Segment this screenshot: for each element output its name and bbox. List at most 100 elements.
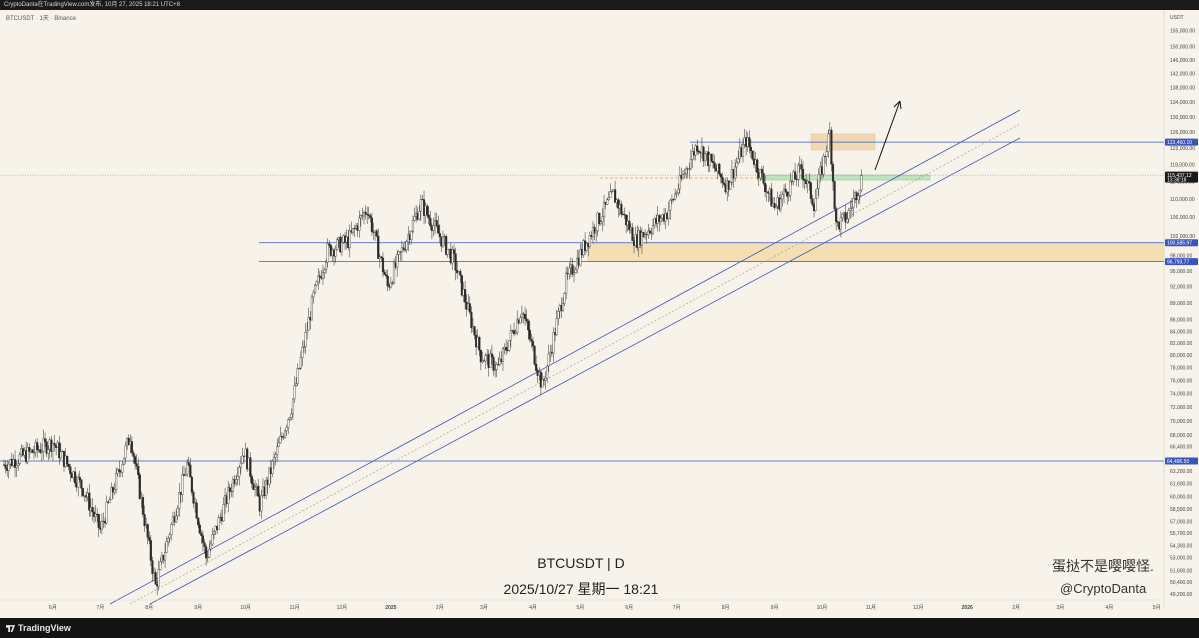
candle-up	[579, 249, 582, 266]
candle-down	[844, 212, 847, 223]
candle-up	[547, 353, 550, 367]
candle-down	[748, 137, 751, 148]
candle-up	[572, 272, 576, 275]
candle-up	[94, 513, 97, 517]
candle-down	[525, 318, 528, 322]
candle-down	[648, 230, 651, 233]
candle-down	[764, 183, 767, 192]
candle-down	[429, 218, 432, 227]
candle-up	[495, 364, 498, 370]
candle-up	[688, 168, 691, 170]
candle-down	[383, 271, 386, 275]
candle-down	[375, 230, 378, 237]
candle-down	[250, 476, 253, 484]
candle-up	[704, 153, 707, 162]
candle-up	[405, 241, 408, 251]
candle-up	[498, 358, 501, 366]
candle-down	[770, 188, 773, 207]
candle-up	[212, 530, 216, 535]
candle-down	[148, 537, 151, 541]
candle-up	[307, 317, 310, 331]
candle-down	[756, 159, 759, 173]
candle-up	[340, 242, 343, 253]
candle-down	[385, 274, 388, 277]
candle-up	[392, 262, 396, 284]
bottom-bar: TradingView	[0, 618, 1199, 638]
candle-up	[208, 548, 211, 558]
candle-down	[201, 535, 205, 543]
candle-down	[203, 542, 206, 547]
time-tick-label: 5月	[576, 605, 584, 611]
candle-down	[143, 514, 146, 527]
candle-up	[312, 292, 315, 298]
candle-up	[239, 462, 242, 468]
candle-down	[381, 257, 385, 273]
candle-up	[610, 191, 614, 193]
candle-down	[4, 464, 7, 469]
candle-up	[411, 220, 415, 232]
candle-down	[138, 474, 141, 499]
candle-up	[644, 234, 647, 238]
price-tick-label: 60,000.00	[1170, 494, 1192, 500]
signature-line-2: @CryptoDanta	[1060, 581, 1147, 596]
candle-down	[631, 227, 634, 241]
candle-down	[836, 221, 839, 223]
price-chart[interactable]: USDT 155,000.00 150,000.00 146,000.00 142,00…	[0, 10, 1199, 618]
candle-up	[546, 365, 549, 379]
candle-up	[276, 446, 279, 455]
channel-lower	[149, 137, 1021, 605]
price-axis: USDT 155,000.00 150,000.00 146,000.00 142,00…	[1163, 10, 1199, 608]
candle-up	[304, 332, 307, 348]
time-tick-label: 4月	[529, 605, 537, 611]
candle-up	[849, 208, 852, 211]
candle-up	[326, 243, 329, 263]
candle-down	[809, 182, 812, 199]
candle-down	[528, 329, 531, 340]
candle-up	[419, 199, 422, 212]
candle-down	[808, 180, 811, 183]
candle-up	[606, 199, 609, 205]
candle-up	[552, 332, 555, 354]
candle-up	[852, 198, 855, 208]
candle-up	[659, 218, 662, 223]
candle-up	[290, 413, 293, 418]
candle-down	[535, 363, 538, 371]
candle-down	[391, 282, 394, 284]
candle-up	[113, 489, 116, 493]
candle-down	[811, 198, 814, 205]
candle-down	[830, 129, 833, 165]
candle-down	[490, 353, 493, 358]
candle-down	[132, 452, 135, 457]
tradingview-icon	[6, 625, 15, 633]
time-tick-label: 6月	[49, 605, 57, 611]
price-tick-label: 138,000.00	[1170, 85, 1195, 91]
candle-up	[432, 225, 435, 231]
candle-up	[17, 463, 20, 466]
candle-down	[800, 164, 803, 170]
time-tick-label: 12月	[913, 605, 924, 611]
candle-up	[302, 346, 306, 348]
price-tick-label: 95,000.00	[1170, 269, 1192, 275]
time-tick-label: 5月	[1153, 605, 1161, 611]
candle-down	[280, 436, 283, 438]
candle-down	[794, 171, 797, 180]
candle-up	[737, 158, 740, 164]
candle-down	[369, 215, 372, 219]
candle-up	[108, 499, 111, 503]
candle-down	[198, 524, 201, 534]
candle-up	[115, 473, 118, 490]
price-tick-label: 54,300.00	[1170, 544, 1192, 550]
candle-down	[328, 243, 331, 246]
price-tag	[1165, 258, 1198, 266]
price-tick-label: 74,000.00	[1170, 392, 1192, 398]
candle-up	[298, 367, 301, 369]
price-tick-label: 61,600.00	[1170, 482, 1192, 488]
tradingview-logo[interactable]: TradingView	[6, 618, 71, 638]
candle-down	[468, 303, 471, 313]
candle-up	[729, 182, 732, 190]
candle-down	[711, 161, 715, 163]
candle-down	[154, 572, 157, 585]
time-tick-label: 10月	[240, 605, 251, 611]
candle-up	[110, 487, 113, 500]
